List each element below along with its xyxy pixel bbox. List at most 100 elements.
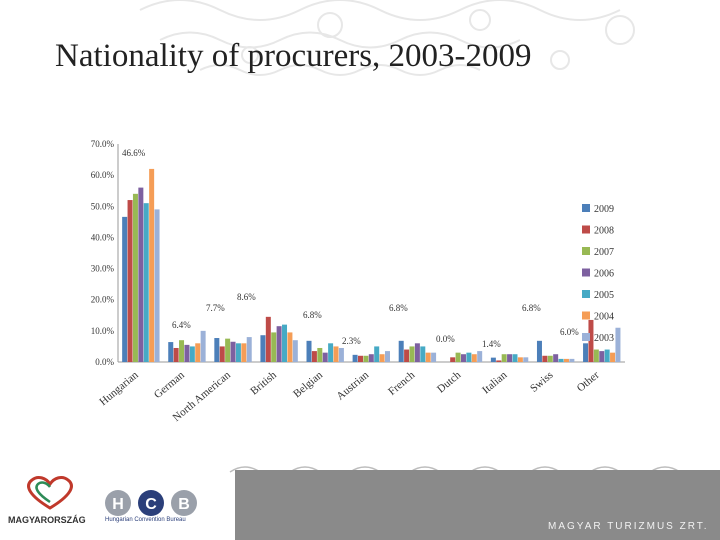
bar-2004-italian [517, 357, 523, 362]
bar-2004-french [425, 352, 431, 362]
bar-2009-hungarian [122, 216, 128, 362]
bar-2003-dutch [477, 351, 483, 362]
x-tick-label: Other [575, 369, 602, 395]
bar-2003-british [292, 340, 298, 362]
legend-swatch-2003 [582, 333, 590, 341]
brand-text: MAGYAR TURIZMUS ZRT. [548, 521, 709, 532]
bar-2009-north-american [214, 338, 220, 362]
bar-2006-german [184, 344, 190, 362]
legend-label-2008: 2008 [594, 226, 614, 237]
legend-label-2006: 2006 [594, 269, 614, 280]
bar-2008-british [265, 316, 271, 362]
legend-swatch-2006 [582, 268, 590, 277]
bar-2007-north-american [225, 338, 231, 362]
bar-2004-german [195, 343, 201, 362]
bar-2005-dutch [466, 352, 472, 362]
bar-2006-swiss [553, 354, 559, 362]
bar-2007-austrian [363, 355, 369, 362]
bar-2007-french [409, 346, 415, 362]
bar-2004-dutch [471, 354, 477, 362]
legend-swatch-2005 [582, 290, 590, 298]
bar-2003-other [615, 327, 621, 362]
bar-2006-other [599, 351, 605, 362]
bar-2009-french [398, 340, 404, 362]
bar-2008-north-american [219, 346, 225, 362]
data-label: 6.8% [389, 303, 408, 313]
bar-2003-hungarian [154, 209, 160, 362]
x-tick-label: Swiss [528, 369, 555, 395]
bar-2003-german [200, 330, 206, 362]
data-label: 8.6% [237, 292, 256, 302]
bar-2006-italian [507, 354, 513, 362]
bar-2004-other [610, 352, 616, 362]
bar-2005-british [282, 324, 288, 362]
x-tick-label: Dutch [435, 369, 464, 396]
bar-chart: 0.0% 10.0% 20.0% 30.0% 40.0% 50.0% 60.0% 70.0% H… [91, 139, 625, 424]
bar-2004-swiss [563, 358, 569, 362]
x-tick-label: Hungarian [97, 369, 141, 408]
y-tick-label: 60.0% [91, 170, 115, 180]
x-tick-label: French [386, 369, 417, 398]
bar-2007-italian [501, 354, 507, 362]
data-label: 1.4% [482, 339, 501, 349]
bar-2005-hungarian [143, 203, 149, 362]
bar-2008-hungarian [127, 200, 133, 362]
bar-2005-italian [512, 354, 518, 362]
bar-2004-hungarian [149, 168, 155, 362]
legend-label-2003: 2003 [594, 333, 614, 344]
y-tick-label: 50.0% [91, 201, 115, 211]
bar-2003-french [431, 352, 437, 362]
bar-2006-belgian [322, 352, 328, 362]
data-label: 6.0% [560, 327, 579, 337]
x-tick-label: German [152, 369, 187, 401]
data-label: 6.8% [303, 310, 322, 320]
data-label: 7.7% [206, 303, 225, 313]
bar-2006-french [414, 343, 420, 362]
bar-2005-swiss [558, 358, 564, 362]
bar-2004-austrian [379, 354, 385, 362]
bar-2005-belgian [328, 343, 334, 362]
magyarorszag-logo-text: MAGYARORSZÁG [8, 515, 86, 525]
y-tick-label: 10.0% [91, 326, 115, 336]
bar-2003-belgian [338, 347, 344, 362]
data-label: 0.0% [436, 334, 455, 344]
bar-2004-british [287, 332, 293, 362]
hcb-logo: H C B [105, 490, 197, 516]
legend-label-2004: 2004 [594, 312, 614, 323]
background-ornament [139, 0, 635, 76]
bar-2005-austrian [374, 346, 380, 362]
bar-2008-french [404, 349, 410, 362]
legend-label-2007: 2007 [594, 247, 614, 258]
data-label: 2.3% [342, 336, 361, 346]
data-label: 6.8% [522, 303, 541, 313]
x-tick-label: Italian [480, 369, 510, 397]
bar-2008-other [588, 319, 594, 362]
bar-2007-hungarian [132, 193, 138, 362]
bar-2007-other [593, 349, 599, 362]
bar-2006-hungarian [138, 187, 144, 362]
legend-label-2005: 2005 [594, 290, 614, 301]
bar-2009-other [583, 343, 589, 362]
bar-2008-dutch [450, 357, 456, 362]
bar-2009-austrian [352, 354, 358, 362]
bar-2008-german [173, 347, 179, 362]
bar-2008-austrian [358, 355, 364, 362]
hcb-subtitle: Hungarian Convention Bureau [105, 517, 186, 523]
bar-2007-british [271, 332, 277, 362]
data-label: 6.4% [172, 320, 191, 330]
legend-label-2009: 2009 [594, 204, 614, 215]
bar-2007-swiss [547, 355, 553, 362]
x-tick-label: British [248, 369, 279, 398]
legend-swatch-2009 [582, 204, 590, 212]
y-tick-label: 70.0% [91, 139, 115, 149]
y-tick-label: 0.0% [95, 357, 114, 367]
heart-logo-icon [27, 475, 73, 510]
legend-swatch-2007 [582, 247, 590, 255]
legend-swatch-2004 [582, 311, 590, 320]
bar-2008-swiss [542, 355, 548, 362]
bar-2003-swiss [569, 358, 575, 362]
bar-2003-italian [523, 357, 529, 362]
bar-2007-belgian [317, 347, 323, 362]
bar-2003-north-american [246, 337, 252, 362]
bar-2005-north-american [235, 343, 241, 362]
